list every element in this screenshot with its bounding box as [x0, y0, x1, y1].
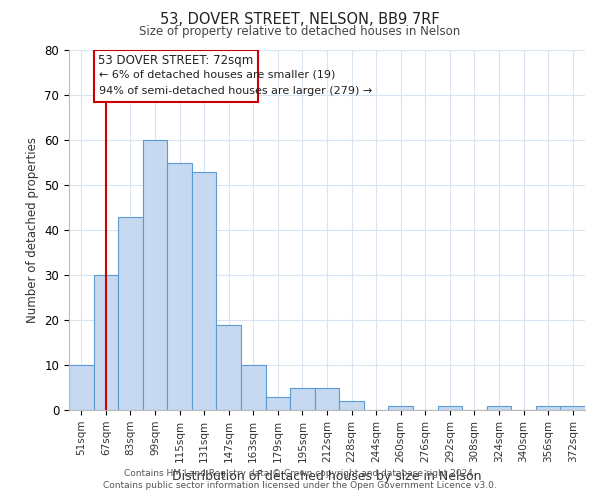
FancyBboxPatch shape	[94, 50, 258, 102]
Text: 53, DOVER STREET, NELSON, BB9 7RF: 53, DOVER STREET, NELSON, BB9 7RF	[160, 12, 440, 28]
Bar	[315, 388, 339, 410]
Bar	[217, 324, 241, 410]
Bar	[167, 162, 192, 410]
Bar	[536, 406, 560, 410]
Bar	[241, 365, 266, 410]
Text: 53 DOVER STREET: 72sqm: 53 DOVER STREET: 72sqm	[98, 54, 254, 66]
Bar	[266, 396, 290, 410]
Text: Contains public sector information licensed under the Open Government Licence v3: Contains public sector information licen…	[103, 481, 497, 490]
Text: Contains HM Land Registry data © Crown copyright and database right 2024.: Contains HM Land Registry data © Crown c…	[124, 468, 476, 477]
Bar	[560, 406, 585, 410]
Text: 94% of semi-detached houses are larger (279) →: 94% of semi-detached houses are larger (…	[99, 86, 372, 96]
Y-axis label: Number of detached properties: Number of detached properties	[26, 137, 39, 323]
Bar	[192, 172, 217, 410]
Text: Size of property relative to detached houses in Nelson: Size of property relative to detached ho…	[139, 25, 461, 38]
Bar	[118, 216, 143, 410]
Bar	[487, 406, 511, 410]
Text: ← 6% of detached houses are smaller (19): ← 6% of detached houses are smaller (19)	[99, 70, 335, 80]
Bar	[143, 140, 167, 410]
Bar	[94, 275, 118, 410]
Bar	[69, 365, 94, 410]
Bar	[437, 406, 462, 410]
Bar	[388, 406, 413, 410]
X-axis label: Distribution of detached houses by size in Nelson: Distribution of detached houses by size …	[172, 470, 482, 483]
Bar	[290, 388, 315, 410]
Bar	[339, 401, 364, 410]
